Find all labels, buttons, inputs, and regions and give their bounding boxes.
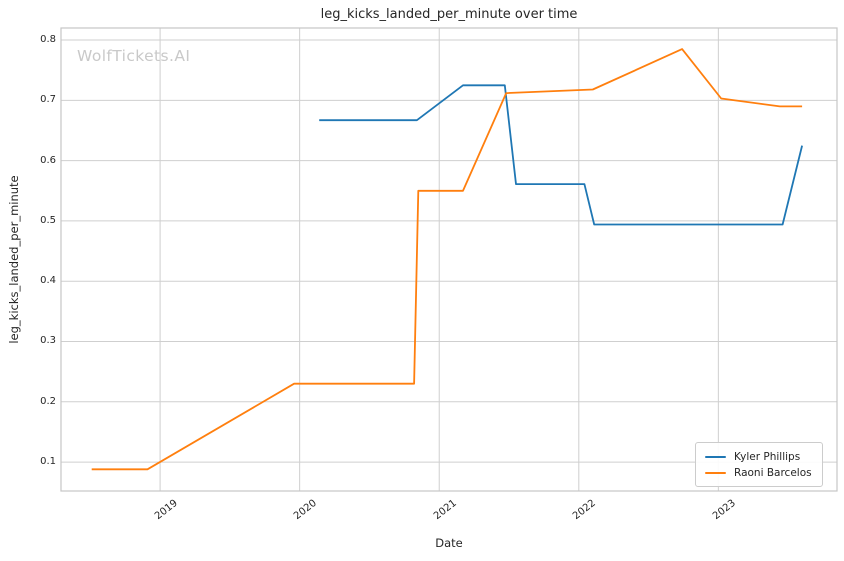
legend-line-swatch-blue — [705, 455, 726, 458]
y-tick-label: 0.7 — [40, 94, 56, 106]
y-axis-label: leg_kicks_landed_per_minute — [7, 175, 21, 344]
gridlines — [61, 28, 837, 491]
y-tick-label: 0.3 — [40, 335, 56, 347]
plot-border — [60, 27, 838, 492]
y-tick-label: 0.5 — [40, 214, 56, 226]
series-line-kyler-phillips — [319, 84, 803, 226]
watermark: WolfTickets.AI — [77, 47, 191, 65]
series-lines — [91, 48, 803, 471]
y-tick-label: 0.2 — [40, 395, 56, 407]
y-tick-label: 0.6 — [40, 154, 56, 166]
x-axis-label: Date — [435, 536, 463, 550]
legend-item-kyler-phillips: Kyler Phillips — [705, 449, 812, 464]
legend-label: Kyler Phillips — [734, 450, 801, 463]
chart-title: leg_kicks_landed_per_minute over time — [320, 7, 578, 22]
y-tick-label: 0.4 — [40, 275, 56, 287]
legend: Kyler Phillips Raoni Barcelos — [695, 442, 823, 487]
series-line-raoni-barcelos — [91, 48, 803, 471]
y-tick-label: 0.1 — [40, 456, 56, 468]
legend-line-swatch-orange — [705, 471, 726, 474]
legend-label: Raoni Barcelos — [734, 466, 812, 479]
legend-item-raoni-barcelos: Raoni Barcelos — [705, 465, 812, 480]
y-tick-label: 0.8 — [40, 34, 56, 46]
